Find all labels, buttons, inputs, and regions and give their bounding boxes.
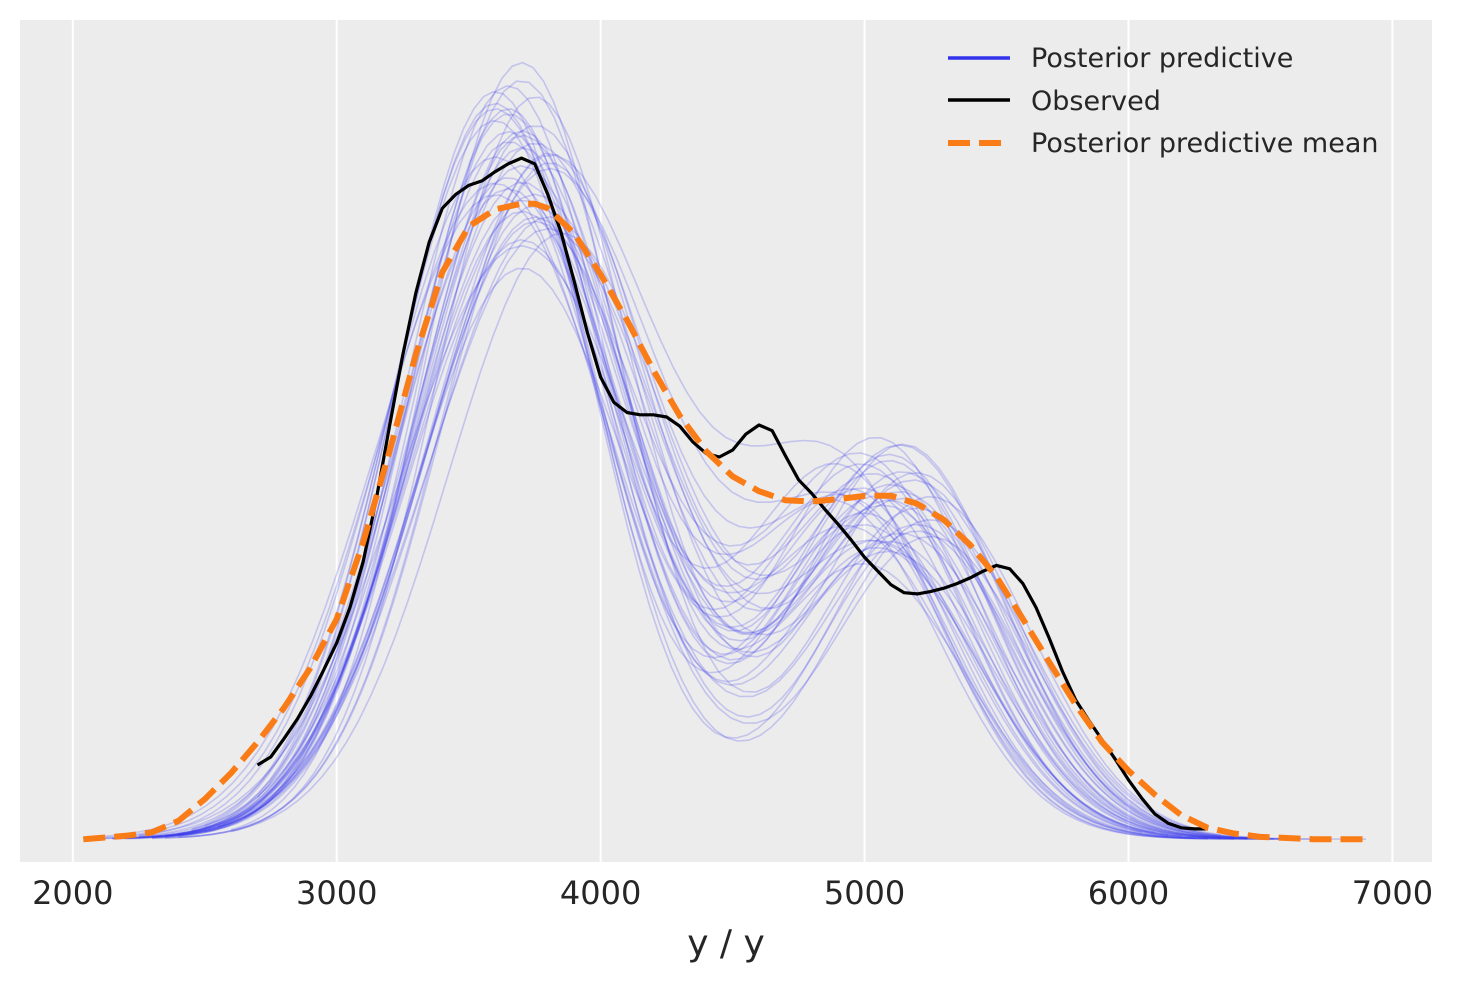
posterior-predictive-line	[151, 210, 1235, 839]
x-tick-label: 2000	[32, 874, 113, 912]
posterior-predictive-line	[165, 152, 1235, 840]
posterior-predictive-line	[243, 108, 1169, 836]
plot-background	[20, 20, 1432, 862]
gridlines	[71, 20, 1394, 862]
posterior-predictive-line	[138, 164, 1248, 840]
posterior-predictive-line	[191, 141, 1195, 840]
posterior-predictive-line	[204, 130, 1195, 839]
posterior-predictive-line	[99, 227, 1366, 840]
posterior-predictive-line	[165, 267, 1221, 839]
posterior-predictive-line	[151, 220, 1235, 840]
posterior-predictive-line	[178, 162, 1208, 840]
posterior-predictive-line	[125, 125, 1261, 840]
posterior-predictive-line	[138, 238, 1248, 840]
posterior-predictive-line	[204, 107, 1182, 838]
posterior-predictive-line	[112, 215, 1274, 840]
observed-line	[256, 156, 1208, 831]
posterior-predictive-line	[217, 113, 1208, 840]
posterior-predictive-line	[151, 216, 1235, 839]
x-axis-label: y / y	[687, 923, 765, 964]
legend-label-observed: Observed	[1031, 86, 1161, 117]
x-tick-label: 4000	[560, 874, 641, 912]
posterior-predictive-line	[178, 205, 1222, 837]
posterior-predictive-mean-line	[83, 200, 1366, 843]
x-tick-label: 3000	[296, 874, 377, 912]
posterior-predictive-line	[138, 155, 1248, 840]
posterior-predictive-line	[204, 102, 1182, 831]
posterior-predictive-line	[99, 193, 1287, 840]
x-tick-label: 5000	[824, 874, 905, 912]
series-layer	[83, 156, 1366, 843]
posterior-predictive-line	[125, 80, 1261, 840]
posterior-predictive-line	[125, 142, 1261, 840]
posterior-predictive-line	[217, 85, 1182, 837]
posterior-predictive-line	[165, 181, 1221, 840]
posterior-predictive-line	[178, 146, 1208, 840]
posterior-predictive-line	[151, 134, 1235, 840]
x-tick-labels: 2000 3000 4000 5000 6000 7000	[32, 874, 1433, 912]
legend-label-posterior-predictive: Posterior predictive	[1031, 43, 1293, 74]
x-tick-label: 6000	[1088, 874, 1169, 912]
posterior-predictive-line	[151, 232, 1248, 840]
posterior-predictive-line	[85, 244, 1314, 840]
posterior-predictive-line	[165, 199, 1221, 839]
legend: Posterior predictive Observed Posterior …	[948, 43, 1378, 159]
posterior-predictive-line	[191, 119, 1195, 830]
posterior-predictive-line	[230, 61, 1169, 838]
posterior-predictive-line	[112, 154, 1287, 840]
posterior-predictive-line	[191, 177, 1195, 831]
posterior-predictive-line	[125, 182, 1261, 839]
legend-label-posterior-predictive-mean: Posterior predictive mean	[1031, 128, 1378, 159]
x-tick-label: 7000	[1352, 874, 1433, 912]
posterior-predictive-line	[230, 96, 1156, 834]
posterior-predictive-line	[99, 194, 1301, 840]
